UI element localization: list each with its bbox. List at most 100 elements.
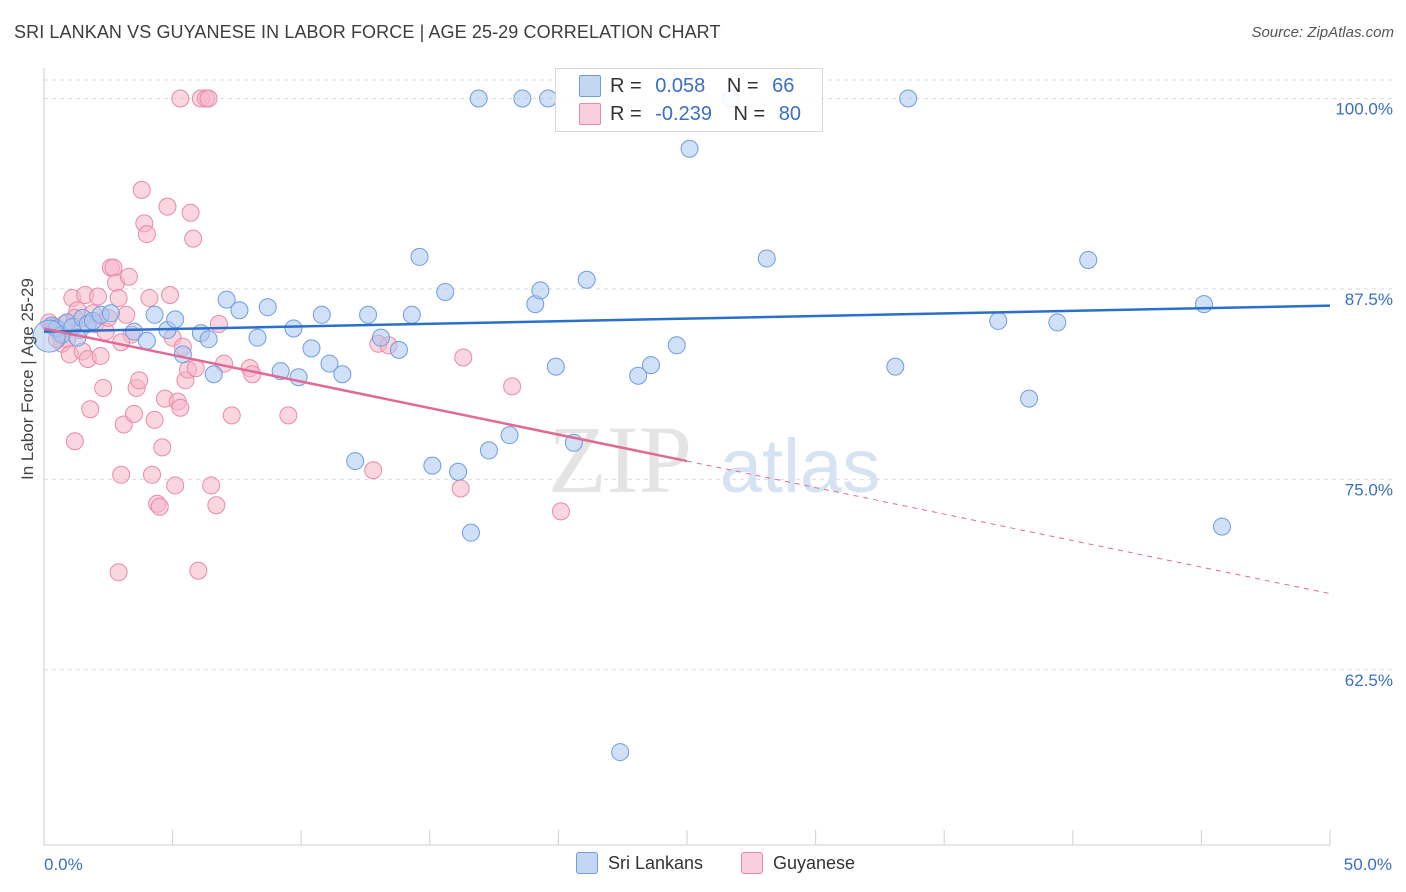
tick-labels: 62.5% 75.0% 87.5% 100.0% 0.0% 50.0% xyxy=(44,99,1393,874)
guyanese-point xyxy=(109,289,128,308)
sri-lankan-points xyxy=(32,89,1231,762)
r-value: -0.239 xyxy=(655,102,712,125)
legend-label-guyanese: Guyanese xyxy=(773,852,856,873)
sri-lankan-point xyxy=(1048,313,1067,332)
guyanese-point xyxy=(503,377,522,396)
guyanese-point xyxy=(364,461,383,480)
sri-lankans-legend-swatch xyxy=(576,852,598,874)
sri-lankan-point xyxy=(166,310,185,329)
sri-lankan-point xyxy=(32,319,66,353)
guyanese-point xyxy=(207,496,226,515)
r-label: R = xyxy=(610,74,642,97)
legend-item-guyanese[interactable]: Guyanese xyxy=(741,852,855,874)
sri-lankan-point xyxy=(145,305,164,324)
guyanese-point xyxy=(209,314,228,333)
n-label: N = xyxy=(726,74,759,97)
sri-lankan-point xyxy=(258,298,277,317)
sri-lankan-point xyxy=(402,305,421,324)
guyanese-point xyxy=(150,497,169,516)
sri-lankan-point xyxy=(173,345,192,364)
sri-lankan-point xyxy=(389,340,408,359)
sri-lankan-point xyxy=(137,331,156,350)
legend-item-sri-lankans[interactable]: Sri Lankans xyxy=(576,852,703,874)
guyanese-point xyxy=(89,287,108,306)
guyanese-point xyxy=(199,89,218,108)
sri-lankan-point xyxy=(641,356,660,375)
guyanese-point xyxy=(158,197,177,216)
guyanese-point xyxy=(109,563,128,582)
sri-lankan-point xyxy=(312,305,331,324)
n-label: N = xyxy=(733,102,766,125)
guyanese-point xyxy=(125,404,144,423)
guyanese-point xyxy=(91,346,110,365)
guyanese-point xyxy=(171,89,190,108)
sri-lankan-point xyxy=(320,354,339,373)
guyanese-point xyxy=(184,229,203,248)
sri-lankan-point xyxy=(230,301,249,320)
sri-lankan-point xyxy=(333,365,352,384)
guyanese-point xyxy=(119,267,138,286)
guyanese-point xyxy=(112,465,131,484)
sri-lankan-point xyxy=(500,426,519,445)
sri-lankan-point xyxy=(989,311,1008,330)
guyanese-point xyxy=(171,398,190,417)
trend-lines xyxy=(43,304,1331,595)
guyanese-point xyxy=(94,378,113,397)
sri-lankan-point xyxy=(284,319,303,338)
sri-lankan-point xyxy=(469,89,488,108)
series-legend: Sri Lankans Guyanese xyxy=(0,852,1406,878)
guyanese-point xyxy=(181,203,200,222)
sri-lankan-point xyxy=(359,305,378,324)
guyanese-point xyxy=(137,225,156,244)
sri-lankan-point xyxy=(577,270,596,289)
sri-lankans-swatch xyxy=(579,75,601,97)
sri-lankan-point xyxy=(436,282,455,301)
sri-lankan-point xyxy=(1194,295,1213,314)
sri-lankan-point xyxy=(1020,389,1039,408)
watermark: ZIP atlas xyxy=(548,406,880,513)
guyanese-point xyxy=(140,289,159,308)
guyanese-point xyxy=(454,348,473,367)
x-tick-label-max: 50.0% xyxy=(1344,855,1392,874)
sri-lankan-point xyxy=(757,249,776,268)
legend-row-sri-lankans: R = 0.058 N = 66 xyxy=(579,73,795,99)
guyanese-points xyxy=(40,89,570,582)
sri-lankan-point xyxy=(204,365,223,384)
guyanese-point xyxy=(161,286,180,305)
sri-lankan-point xyxy=(629,366,648,385)
chart-title: SRI LANKAN VS GUYANESE IN LABOR FORCE | … xyxy=(14,22,721,42)
sri-lankan-point xyxy=(248,328,267,347)
guyanese-point xyxy=(166,476,185,495)
y-tick-label: 75.0% xyxy=(1345,480,1393,499)
r-label: R = xyxy=(610,102,642,125)
sri-lankan-point xyxy=(886,357,905,376)
trend-line-guyanese xyxy=(43,327,688,463)
guyanese-point xyxy=(132,180,151,199)
sri-lankan-point xyxy=(546,357,565,376)
source-label: Source: ZipAtlas.com xyxy=(1251,24,1394,41)
guyanese-legend-swatch xyxy=(741,852,763,874)
guyanese-point xyxy=(81,400,100,419)
watermark-atlas: atlas xyxy=(720,424,881,509)
sri-lankan-point xyxy=(461,523,480,542)
sri-lankan-point xyxy=(899,89,918,108)
guyanese-point xyxy=(451,479,470,498)
sri-lankan-point xyxy=(1212,517,1231,536)
legend-row-guyanese: R = -0.239 N = 80 xyxy=(579,101,801,127)
watermark-zip: ZIP xyxy=(548,406,692,513)
n-value: 66 xyxy=(772,74,795,97)
y-tick-label: 62.5% xyxy=(1345,671,1393,690)
guyanese-point xyxy=(551,502,570,521)
guyanese-point xyxy=(243,365,262,384)
y-tick-label: 100.0% xyxy=(1335,99,1393,118)
guyanese-point xyxy=(279,406,298,425)
sri-lankan-point xyxy=(479,441,498,460)
sri-lankan-point xyxy=(667,336,686,355)
guyanese-point xyxy=(145,410,164,429)
guyanese-point xyxy=(189,561,208,580)
sri-lankan-point xyxy=(125,322,144,341)
sri-lankan-point xyxy=(449,462,468,481)
sri-lankan-point xyxy=(346,452,365,471)
sri-lankan-point xyxy=(302,339,321,358)
